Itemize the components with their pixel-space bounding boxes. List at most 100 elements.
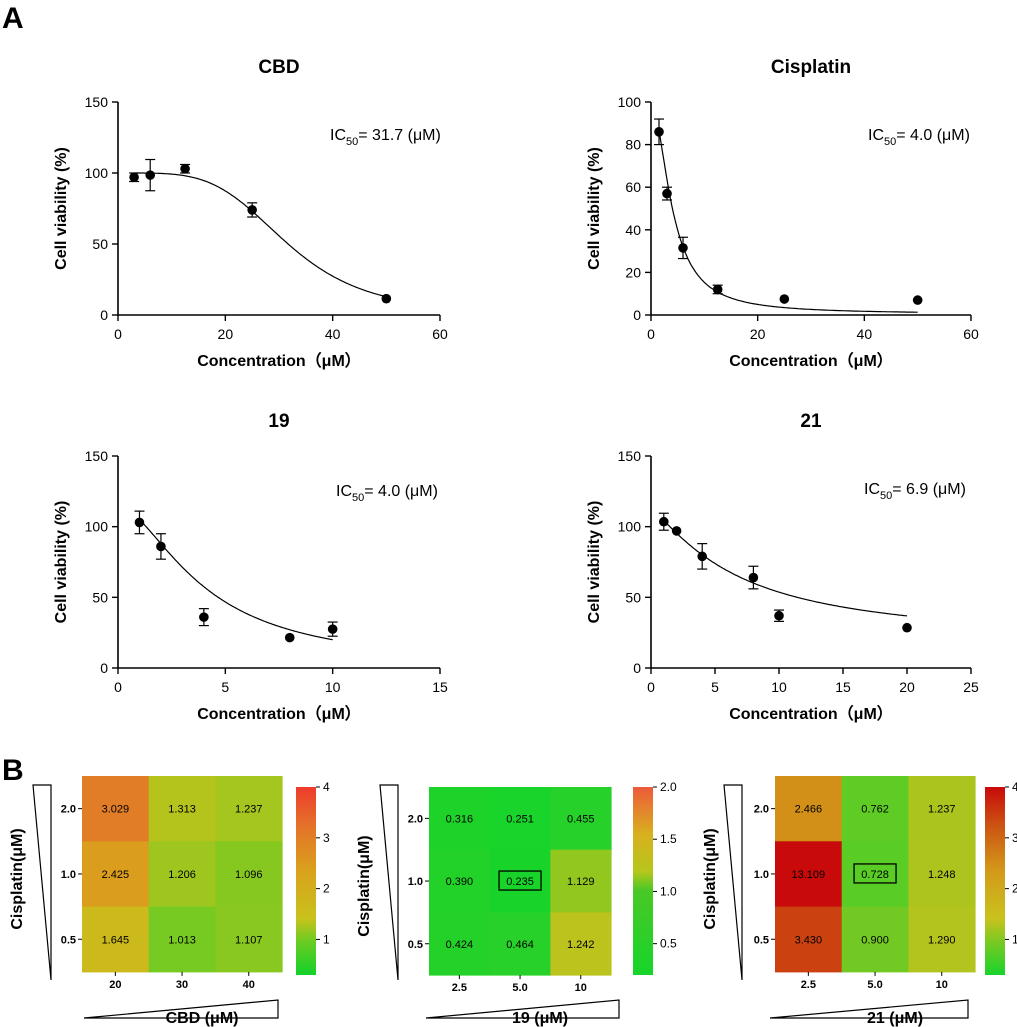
chart-2-point-0: [134, 517, 145, 528]
heatmap-0-y-tick-label: 1.0: [61, 869, 76, 881]
chart-2-x-tick-label: 10: [325, 679, 341, 695]
heatmap-2-cell-r0c1: [841, 776, 909, 842]
heatmap-2-cell-value: 0.728: [861, 869, 889, 881]
chart-0-y-tick-label: 0: [100, 307, 108, 323]
heatmap-0-cell-value: 1.237: [235, 804, 263, 816]
chart-1-point-3: [712, 284, 723, 295]
heatmap-1-cell-value: 0.424: [446, 939, 474, 951]
heatmap-2-x-tick-label: 10: [936, 979, 948, 991]
heatmap-1-cell-value: 0.316: [446, 813, 474, 825]
heatmap-2-cell-r0c2: [908, 776, 976, 842]
chart-1-y-tick-label: 100: [618, 94, 642, 110]
heatmap-1-cell-r0c2: [550, 787, 612, 851]
heatmap-0-cell-r1c1: [148, 841, 216, 908]
chart-2-y-label: Cell viability (%): [53, 501, 70, 624]
ic50-subscript: 50: [352, 492, 364, 504]
heatmap-2-x-label: 21 (μM): [867, 1010, 923, 1027]
ic50-prefix: IC: [868, 127, 884, 144]
heatmap-0-y-tick-label: 0.5: [61, 934, 76, 946]
heatmap-0-x-wedge: [83, 999, 279, 1019]
chart-0-ic50-label: IC50= 31.7 (μM): [330, 127, 441, 148]
heatmap-2-y-tick-label: 2.0: [754, 804, 769, 816]
chart-1-x-tick-label: 0: [647, 326, 655, 342]
chart-3-point-5: [902, 622, 912, 633]
heatmap-2-cell-value: 3.430: [795, 934, 823, 946]
heatmap-1-colorbar-tick-label: 2.0: [660, 780, 677, 794]
chart-1-point-1: [662, 188, 672, 199]
heatmap-2-colorbar-tick-label: 2: [1012, 882, 1017, 896]
chart-0-title: CBD: [258, 57, 299, 78]
heatmap-2-cell-r2c2: [908, 906, 976, 973]
heatmap-2-x-tick-label: 2.5: [801, 979, 816, 991]
heatmap-1-y-wedge: [379, 784, 399, 981]
ic50-value: = 31.7 (μM): [358, 127, 441, 144]
chart-3-ic50-label: IC50= 6.9 (μM): [864, 481, 966, 502]
heatmap-2-y-label: Cisplatin(μM): [702, 828, 719, 929]
panel-label-b: B: [2, 754, 24, 787]
chart-2-ic50-label: IC50= 4.0 (μM): [336, 483, 438, 504]
ic50-prefix: IC: [336, 483, 352, 500]
chart-2-point-1: [156, 541, 166, 552]
chart-1-y-label: Cell viability (%): [586, 147, 603, 270]
heatmap-0-cell-r0c1: [148, 776, 216, 842]
chart-1-x-label: Concentration（μM）: [729, 352, 893, 370]
dose-response-21: 21 0 5 10 15 20 25 0 50 100 150 Concentration（μM） Ce…: [586, 411, 979, 723]
heatmap-0-cell-value: 1.096: [235, 869, 263, 881]
heatmap-19-cisplatin: 0.316 0.251 0.455 0.390 0.235 1.129 0.424 0.464…: [356, 780, 677, 1027]
heatmap-2-cell-value: 2.466: [795, 804, 823, 816]
heatmap-1-x-wedge: [425, 999, 620, 1019]
heatmap-1-colorbar-tick-label: 0.5: [660, 937, 677, 951]
chart-0-x-tick-label: 0: [114, 326, 122, 342]
heatmap-1-cell-value: 0.235: [506, 876, 534, 888]
heatmap-2-highlight-box: [853, 863, 897, 884]
heatmap-1-y-tick-label: 2.0: [408, 813, 423, 825]
heatmap-2-y-tick-label: 1.0: [754, 869, 769, 881]
heatmap-1-cell-value: 0.390: [446, 876, 474, 888]
heatmap-0-cell-r0c0: [82, 776, 150, 842]
chart-0-x-tick-label: 40: [325, 326, 341, 342]
chart-2-y-tick-label: 0: [100, 660, 108, 676]
chart-3-x-tick-label: 15: [835, 679, 851, 695]
chart-0-x-label: Concentration（μM）: [197, 352, 361, 370]
heatmap-2-colorbar-tick-label: 4: [1012, 780, 1017, 794]
chart-1-title: Cisplatin: [771, 57, 851, 78]
heatmap-1-cell-r2c2: [550, 912, 612, 976]
heatmap-0-cell-r2c0: [82, 906, 150, 973]
chart-2-x-tick-label: 0: [114, 679, 122, 695]
heatmap-0-cell-value: 1.013: [168, 934, 196, 946]
chart-2-y-tick-label: 50: [92, 589, 108, 605]
chart-3-x-tick-label: 0: [647, 679, 655, 695]
heatmap-0-colorbar-tick-label: 1: [323, 932, 330, 946]
heatmap-1-y-tick-label: 0.5: [408, 939, 423, 951]
chart-3-point-1: [671, 526, 682, 536]
ic50-subscript: 50: [880, 490, 892, 502]
heatmap-1-highlight-box: [498, 870, 542, 891]
chart-0-y-tick-label: 100: [85, 165, 109, 181]
chart-1-fit-curve: [658, 130, 918, 313]
heatmap-1-cell-value: 0.251: [506, 813, 534, 825]
heatmap-0-cell-r2c1: [148, 906, 216, 973]
chart-0-point-3: [247, 205, 257, 215]
chart-0-point-4: [381, 293, 392, 304]
chart-2-x-label: Concentration（μM）: [197, 705, 361, 723]
heatmap-1-cell-value: 0.464: [506, 939, 534, 951]
heatmap-1-x-tick-label: 5.0: [512, 982, 527, 994]
heatmap-0-x-tick-label: 30: [176, 979, 188, 991]
chart-3-y-tick-label: 150: [618, 448, 642, 464]
chart-3-point-0: [659, 516, 669, 527]
chart-1-y-tick-label: 80: [625, 137, 641, 153]
heatmap-2-colorbar: [985, 787, 1005, 975]
heatmap-0-cell-value: 3.029: [102, 804, 130, 816]
heatmap-2-cell-r0c0: [775, 776, 843, 842]
heatmap-1-colorbar: [633, 787, 653, 975]
heatmap-2-y-tick-label: 0.5: [754, 934, 769, 946]
chart-3-y-label: Cell viability (%): [586, 501, 603, 624]
heatmap-0-cell-r0c2: [215, 776, 283, 842]
chart-2-x-tick-label: 5: [221, 679, 229, 695]
heatmap-2-cell-r1c1: [841, 841, 909, 908]
heatmap-1-cell-value: 1.129: [567, 876, 595, 888]
chart-3-y-tick-label: 0: [633, 660, 641, 676]
chart-1-point-0: [654, 127, 664, 137]
chart-1-point-2: [678, 243, 688, 253]
